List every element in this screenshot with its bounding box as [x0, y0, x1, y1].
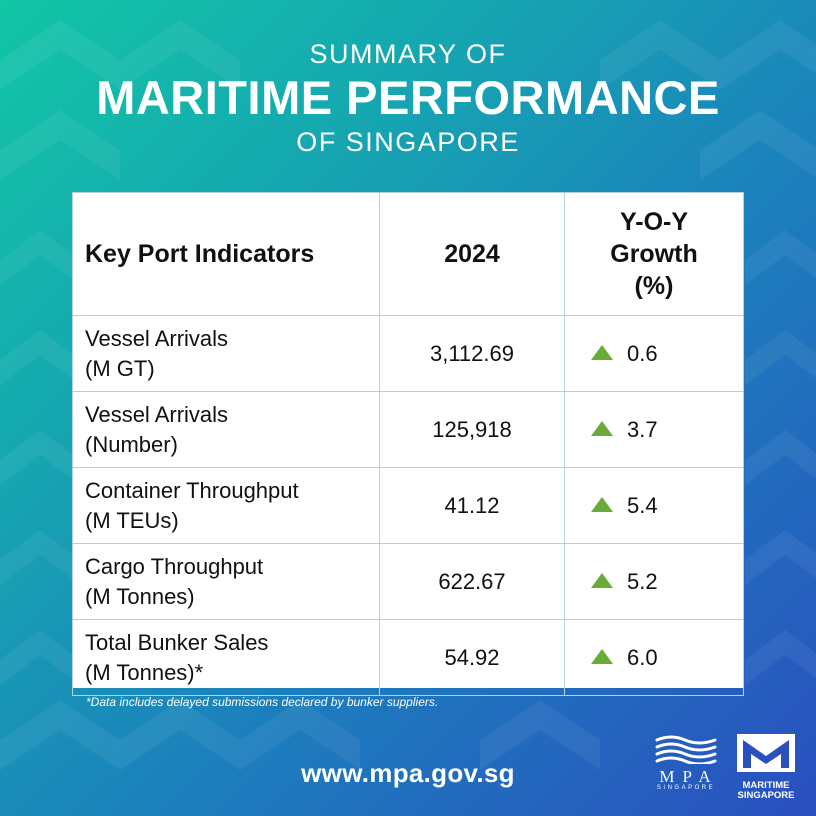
maritime-m-icon: [737, 734, 795, 772]
website-url[interactable]: www.mpa.gov.sg: [301, 758, 515, 788]
indicator-unit: (Number): [85, 431, 178, 457]
indicator-name: Vessel Arrivals: [85, 401, 229, 427]
indicator-name: Container Throughput: [85, 477, 299, 503]
up-triangle-icon: [591, 497, 613, 513]
growth-value: 0.6: [627, 340, 658, 366]
table-row: Vessel Arrivals (M GT) 3,112.69 0.6: [72, 315, 744, 392]
mpa-logo: MPA SINGAPORE: [650, 734, 722, 791]
growth-cell: 6.0: [564, 619, 744, 696]
indicators-table: Key Port Indicators 2024 Y-O-Y Growth (%…: [72, 192, 744, 696]
maritime-singapore-logo: MARITIME SINGAPORE: [732, 734, 800, 801]
indicator-cell: Vessel Arrivals (M GT): [72, 315, 380, 392]
up-triangle-icon: [591, 573, 613, 589]
growth-cell: 5.2: [564, 543, 744, 620]
table-row: Total Bunker Sales (M Tonnes)* 54.92 6.0: [72, 619, 744, 696]
maritime-logo-line-1: MARITIME: [742, 780, 790, 791]
title-line-3: OF SINGAPORE: [296, 127, 520, 157]
header-year: 2024: [379, 192, 565, 316]
table-row: Cargo Throughput (M Tonnes) 622.67 5.2: [72, 543, 744, 620]
growth-value: 6.0: [627, 644, 658, 670]
growth-value: 5.4: [627, 492, 658, 518]
title-block: SUMMARY OF MARITIME PERFORMANCE OF SINGA…: [0, 38, 816, 158]
header-growth-line-2: Growth: [610, 240, 698, 268]
indicator-name: Total Bunker Sales: [85, 629, 269, 655]
table-row: Container Throughput (M TEUs) 41.12 5.4: [72, 467, 744, 544]
value-cell: 41.12: [379, 467, 565, 544]
mpa-wave-icon: [655, 735, 717, 766]
indicator-unit: (M Tonnes): [85, 583, 195, 609]
growth-cell: 5.4: [564, 467, 744, 544]
growth-value: 5.2: [627, 568, 658, 594]
indicator-unit: (M TEUs): [85, 507, 179, 533]
value-cell: 54.92: [379, 619, 565, 696]
mpa-logo-sub: SINGAPORE: [656, 785, 716, 791]
indicator-cell: Vessel Arrivals (Number): [72, 391, 380, 468]
header-growth-line-3: (%): [634, 272, 674, 300]
indicator-cell: Total Bunker Sales (M Tonnes)*: [72, 619, 380, 696]
title-main: MARITIME PERFORMANCE: [96, 71, 720, 124]
footnote: *Data includes delayed submissions decla…: [86, 695, 439, 709]
mpa-logo-name: MPA: [659, 767, 719, 786]
indicator-cell: Cargo Throughput (M Tonnes): [72, 543, 380, 620]
up-triangle-icon: [591, 421, 613, 437]
growth-cell: 3.7: [564, 391, 744, 468]
value-cell: 622.67: [379, 543, 565, 620]
indicator-name: Vessel Arrivals: [85, 325, 229, 351]
up-triangle-icon: [591, 345, 613, 361]
header-growth: Y-O-Y Growth (%): [564, 192, 744, 316]
growth-cell: 0.6: [564, 315, 744, 392]
indicators-table-card: Key Port Indicators 2024 Y-O-Y Growth (%…: [72, 192, 744, 696]
indicator-unit: (M Tonnes)*: [85, 659, 204, 685]
indicator-name: Cargo Throughput: [85, 553, 264, 579]
table-row: Vessel Arrivals (Number) 125,918 3.7: [72, 391, 744, 468]
indicator-unit: (M GT): [85, 355, 155, 381]
maritime-logo-line-2: SINGAPORE: [737, 790, 795, 801]
value-cell: 125,918: [379, 391, 565, 468]
indicator-cell: Container Throughput (M TEUs): [72, 467, 380, 544]
header-indicator: Key Port Indicators: [72, 192, 380, 316]
header-growth-line-1: Y-O-Y: [619, 208, 689, 236]
growth-value: 3.7: [627, 416, 658, 442]
title-line-1: SUMMARY OF: [309, 39, 507, 69]
up-triangle-icon: [591, 649, 613, 665]
table-header-row: Key Port Indicators 2024 Y-O-Y Growth (%…: [72, 192, 744, 316]
maritime-logo-text: MARITIME SINGAPORE: [732, 781, 800, 801]
value-cell: 3,112.69: [379, 315, 565, 392]
